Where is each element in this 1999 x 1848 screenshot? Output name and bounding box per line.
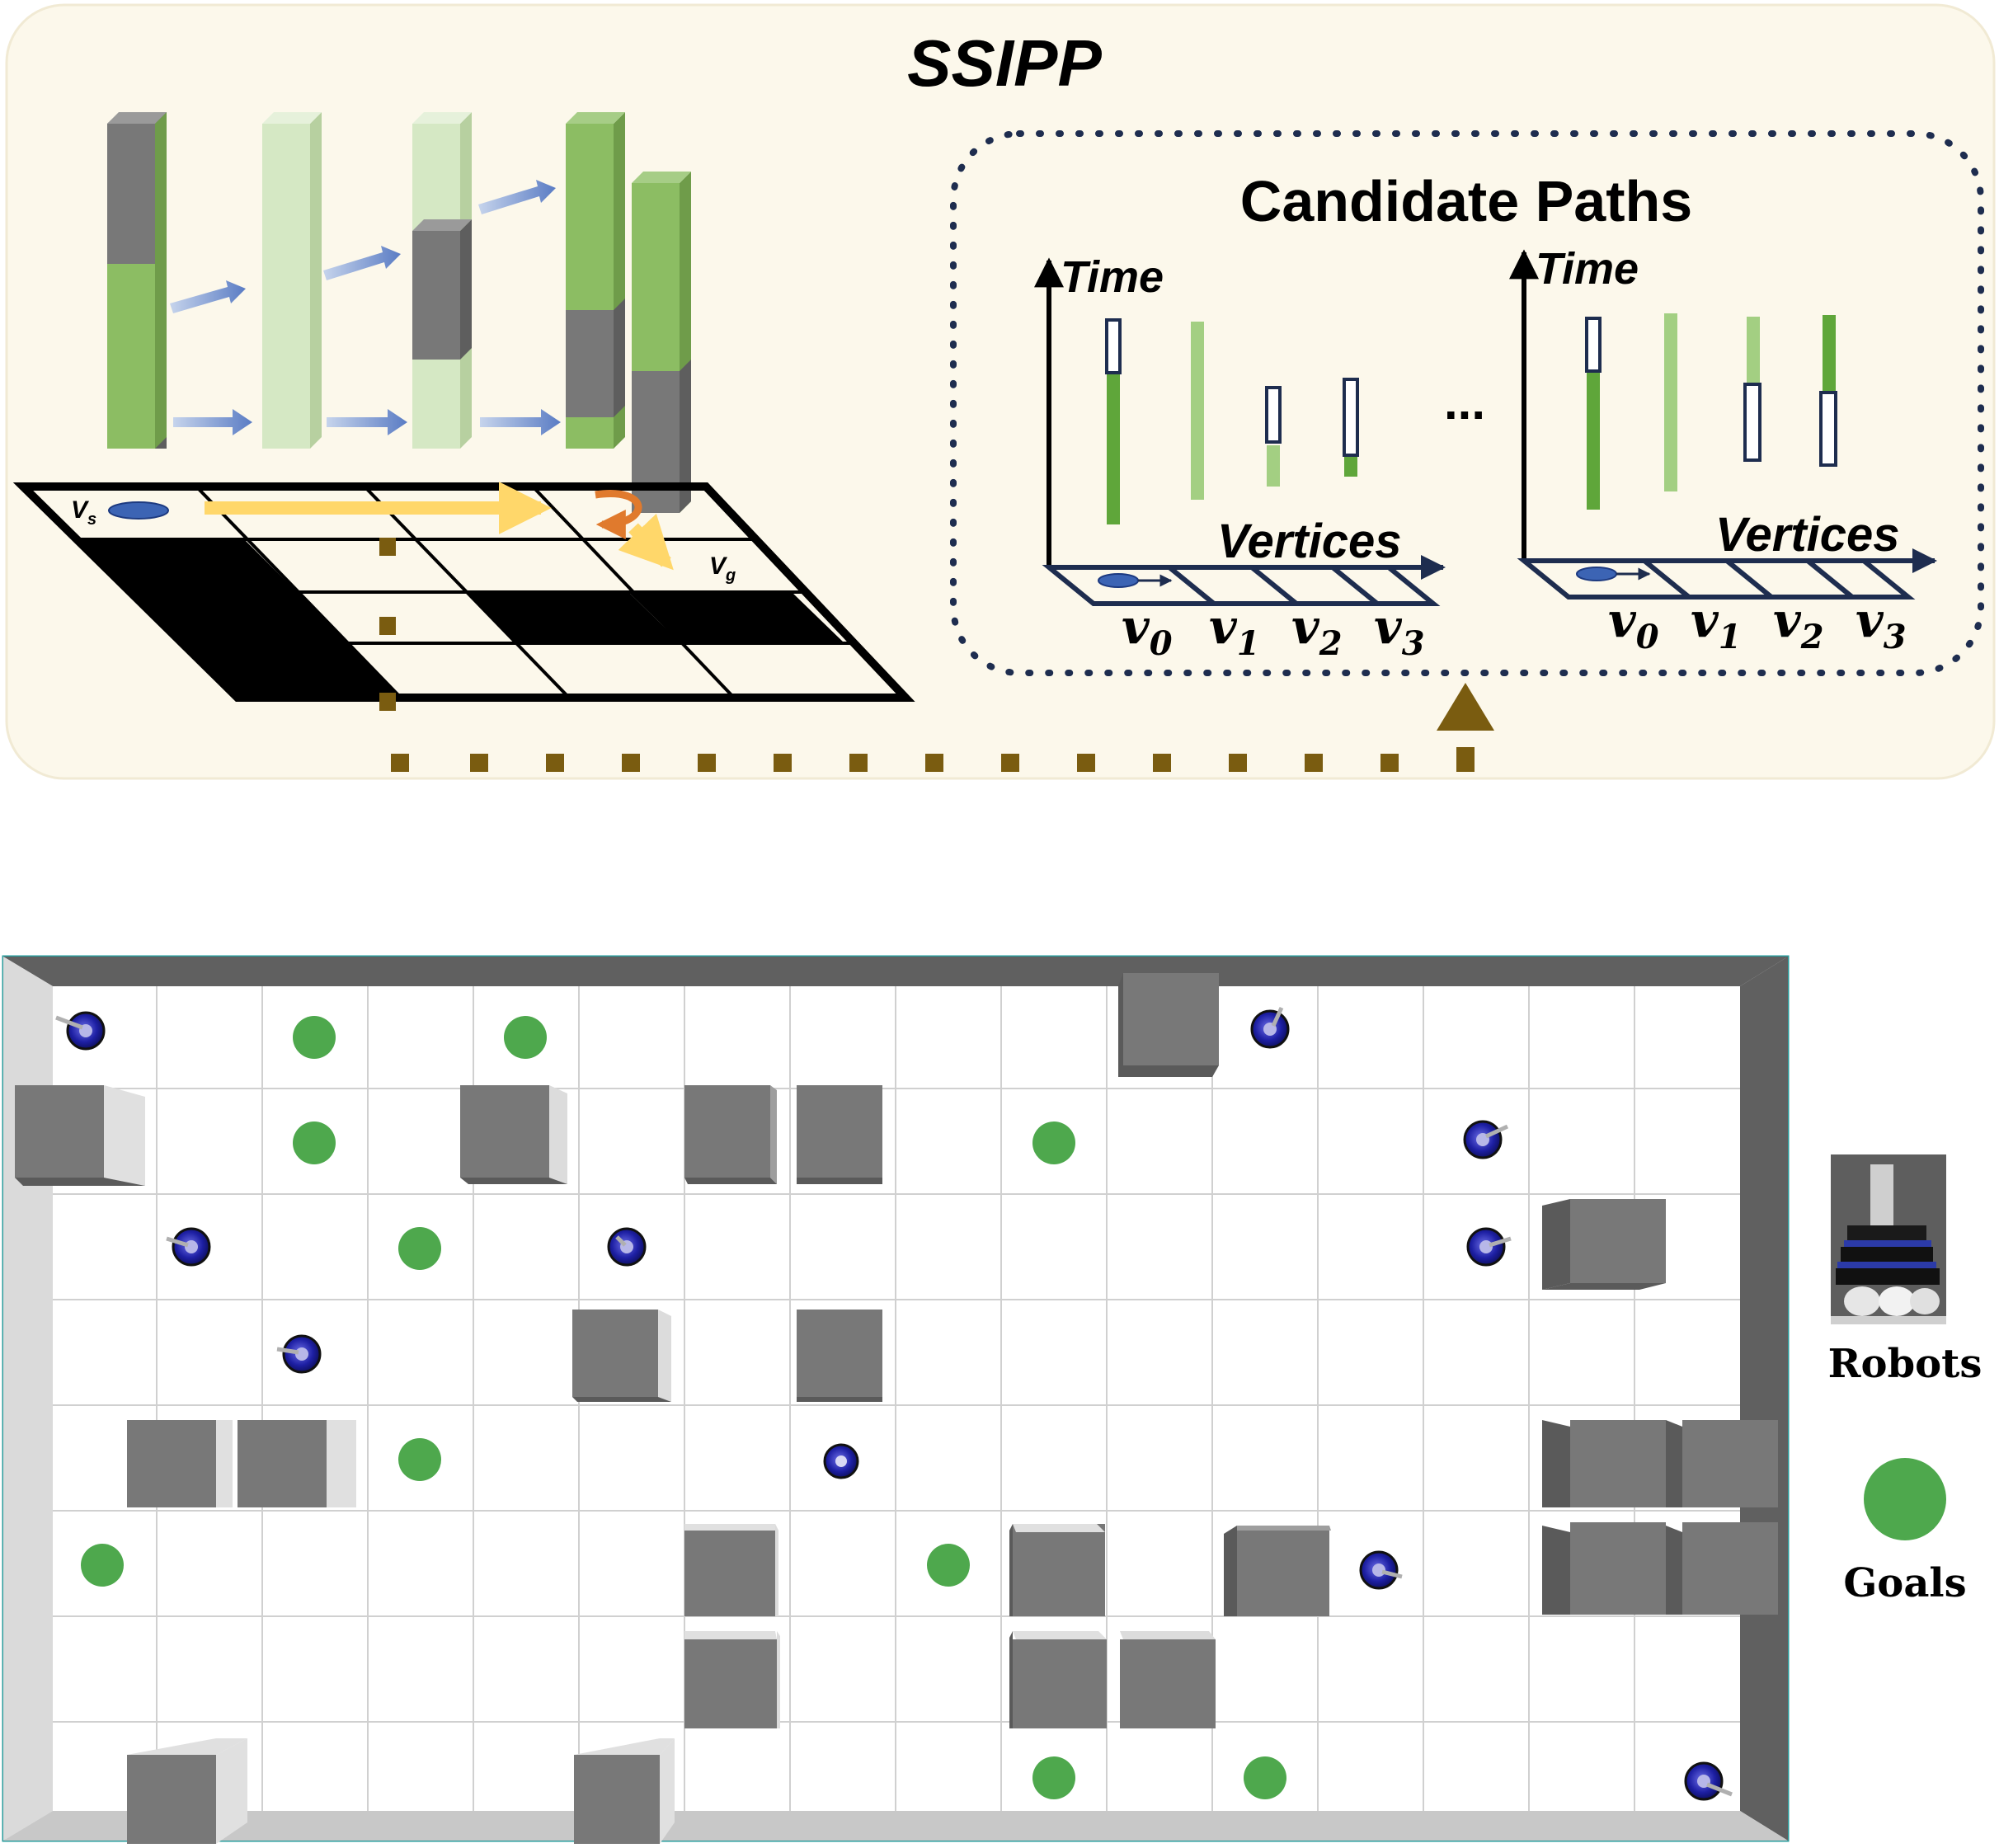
goal-marker <box>1032 1121 1075 1164</box>
candidate-plot: Time Vertices v0 v1 v2 <box>1034 252 1446 663</box>
robot-icon <box>1684 1761 1733 1801</box>
simulation-map <box>2 955 1790 1844</box>
robot-icon <box>823 1443 859 1479</box>
goal-legend-icon <box>1864 1458 1946 1540</box>
timeline-column <box>632 172 691 513</box>
ellipsis: ... <box>1444 374 1485 430</box>
robot-icon <box>1250 1006 1290 1049</box>
svg-text:v2: v2 <box>1291 599 1343 663</box>
candidate-paths-box: Candidate Paths ... Time Vertices <box>950 130 1984 676</box>
svg-text:v3: v3 <box>1856 592 1907 656</box>
timeline-column <box>107 112 167 449</box>
obstacle-box <box>1542 1522 1666 1615</box>
obstacle-box <box>1120 1631 1216 1728</box>
obstacle-box <box>1224 1526 1331 1616</box>
ssipp-panel: SSIPP <box>5 3 1996 780</box>
triangle-arrow-icon <box>1437 683 1494 731</box>
svg-text:v1: v1 <box>1209 599 1260 663</box>
start-vertex-icon <box>108 501 169 520</box>
robots-legend-label: Robots <box>1828 1341 1983 1387</box>
obstacle-box <box>238 1420 356 1507</box>
robot-icon <box>1359 1550 1403 1590</box>
obstacles <box>15 973 1778 1844</box>
vertices-axis-label: Vertices <box>1715 508 1900 562</box>
timeline-column <box>262 112 322 449</box>
svg-text:v1: v1 <box>1691 592 1742 656</box>
right-wall <box>1740 957 1788 1841</box>
svg-text:v2: v2 <box>1773 592 1824 656</box>
svg-text:v0: v0 <box>1608 592 1659 656</box>
candidate-paths-title: Candidate Paths <box>1240 169 1692 233</box>
obstacle-box <box>1666 1420 1778 1507</box>
goal-marker <box>81 1544 124 1587</box>
obstacle-box <box>127 1420 233 1507</box>
vertices-axis-label: Vertices <box>1217 515 1402 568</box>
feedback-connector <box>391 683 1494 772</box>
goal-marker <box>1032 1756 1075 1799</box>
obstacle-box <box>684 1085 777 1184</box>
obstacle-box <box>574 1738 675 1844</box>
bottom-wall <box>3 1811 1788 1841</box>
goals-legend-label: Goals <box>1843 1560 1966 1606</box>
obstacle-box <box>1542 1199 1666 1290</box>
goal-marker <box>398 1227 441 1270</box>
top-wall <box>3 957 1788 986</box>
goals <box>81 1016 1286 1799</box>
robot-icon <box>1463 1120 1509 1159</box>
obstacle-box <box>684 1524 778 1616</box>
transition-arrows <box>170 180 561 435</box>
robots <box>55 1006 1733 1801</box>
path-arrow <box>618 513 674 571</box>
robot-icon <box>55 1011 106 1051</box>
robot-icon <box>1466 1227 1512 1267</box>
robot-icon <box>166 1227 211 1267</box>
robot-icon <box>607 1227 647 1267</box>
goal-marker <box>504 1016 547 1059</box>
obstacle-box <box>127 1738 247 1844</box>
ssipp-title: SSIPP <box>907 26 1102 100</box>
obstacle-box <box>1118 973 1219 1077</box>
goal-marker <box>1244 1756 1286 1799</box>
time-axis-label: Time <box>1061 252 1164 302</box>
robot-icon <box>276 1334 322 1374</box>
obstacle-box <box>1009 1524 1105 1616</box>
candidate-plot: Time Vertices v0 v1 v2 <box>1509 244 1937 656</box>
obstacle-box <box>1666 1522 1778 1615</box>
timeline-column <box>566 112 625 449</box>
time-axis-label: Time <box>1536 244 1639 294</box>
start-vertex-label: Vs <box>71 496 96 529</box>
obstacle-box <box>572 1310 671 1402</box>
timeline-columns <box>107 112 691 513</box>
svg-text:v3: v3 <box>1374 599 1425 663</box>
svg-text:v0: v0 <box>1122 599 1173 663</box>
goal-marker <box>398 1438 441 1481</box>
obstacle-box <box>15 1085 145 1186</box>
obstacle-box <box>797 1310 882 1402</box>
obstacle-box <box>460 1085 567 1184</box>
goal-vertex-label: Vg <box>709 553 736 585</box>
goal-marker <box>293 1016 336 1059</box>
obstacle-box <box>1542 1420 1666 1507</box>
robot-legend-icon <box>1831 1154 1946 1324</box>
timeline-column <box>412 112 472 449</box>
obstacle-box <box>797 1085 882 1184</box>
legend: Robots Goals <box>1828 1154 1983 1606</box>
obstacle-box <box>684 1631 780 1728</box>
obstacle-box <box>1009 1631 1107 1728</box>
goal-marker <box>927 1544 970 1587</box>
grid-map: Vs Vg <box>12 482 915 711</box>
wait-loop-arrow <box>595 490 642 539</box>
goal-marker <box>293 1121 336 1164</box>
